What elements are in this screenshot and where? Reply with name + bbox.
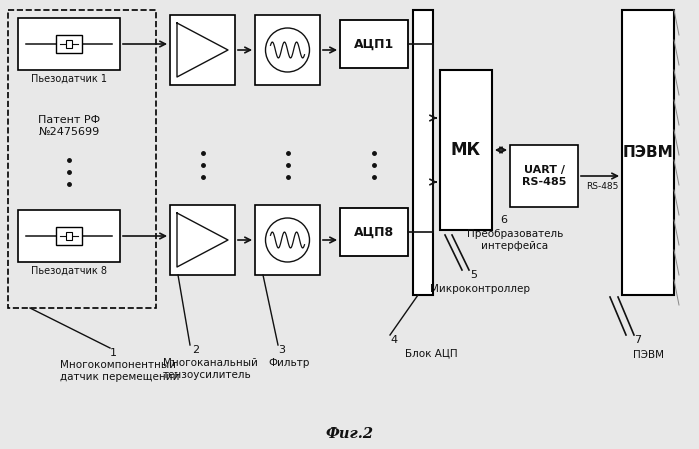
Bar [18, 18, 120, 70]
Text: 1: 1 [110, 348, 117, 358]
Bar [66, 40, 72, 48]
Text: RS-485: RS-485 [586, 182, 619, 191]
Text: Многоканальный
тензоусилитель: Многоканальный тензоусилитель [163, 358, 258, 379]
Text: 6: 6 [500, 215, 507, 225]
Text: Микроконтроллер: Микроконтроллер [430, 284, 530, 294]
Bar [56, 227, 82, 245]
Bar [8, 10, 156, 308]
Bar [66, 232, 72, 240]
Text: Патент РФ
№2475699: Патент РФ №2475699 [38, 115, 100, 136]
Bar [255, 205, 320, 275]
Text: UART /
RS-485: UART / RS-485 [522, 165, 566, 187]
Bar [440, 70, 492, 230]
Bar [170, 15, 235, 85]
Text: ПЭВМ: ПЭВМ [633, 350, 663, 360]
Text: 7: 7 [634, 335, 641, 345]
Text: Преобразователь
интерфейса: Преобразователь интерфейса [467, 229, 563, 251]
Text: АЦП8: АЦП8 [354, 225, 394, 238]
Text: ПЭВМ: ПЭВМ [623, 145, 673, 160]
Text: Пьезодатчик 1: Пьезодатчик 1 [31, 74, 107, 84]
Text: Блок АЦП: Блок АЦП [405, 348, 458, 358]
Text: 4: 4 [390, 335, 397, 345]
Text: Многокомпонентный
датчик перемещений: Многокомпонентный датчик перемещений [60, 360, 180, 382]
Text: 3: 3 [278, 345, 285, 355]
Bar [510, 145, 578, 207]
Bar [18, 210, 120, 262]
Bar [340, 208, 408, 256]
Bar [622, 10, 674, 295]
Text: Фильтр: Фильтр [268, 358, 310, 368]
Bar [56, 35, 82, 53]
Bar [413, 10, 433, 295]
Text: АЦП1: АЦП1 [354, 38, 394, 50]
Text: 2: 2 [192, 345, 199, 355]
Polygon shape [177, 213, 228, 267]
Bar [255, 15, 320, 85]
Polygon shape [177, 23, 228, 77]
Text: 5: 5 [470, 270, 477, 280]
Text: Фиг.2: Фиг.2 [326, 427, 373, 441]
Bar [170, 205, 235, 275]
Text: МК: МК [451, 141, 481, 159]
Text: Пьезодатчик 8: Пьезодатчик 8 [31, 266, 107, 276]
Bar [340, 20, 408, 68]
